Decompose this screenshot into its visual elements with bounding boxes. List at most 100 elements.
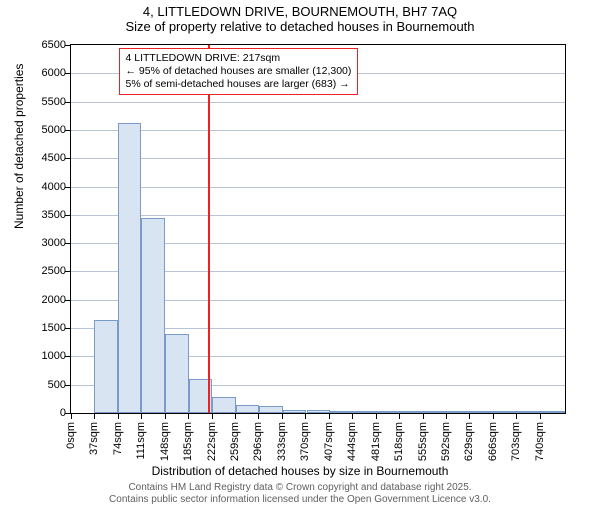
gridline [71,215,565,216]
y-tick-label: 6500 [6,39,66,51]
x-tick-label: 481sqm [370,422,382,461]
histogram-bar [330,411,353,413]
x-tick-mark [282,414,283,419]
annotation-line-3: 5% of semi-detached houses are larger (6… [126,78,352,91]
y-tick-mark [65,271,70,272]
x-tick-label: 333sqm [276,422,288,461]
x-tick-label: 518sqm [393,422,405,461]
annotation-box: 4 LITTLEDOWN DRIVE: 217sqm ← 95% of deta… [119,48,359,95]
x-tick-mark [118,414,119,419]
credits: Contains HM Land Registry data © Crown c… [0,482,600,505]
y-tick-label: 2500 [6,265,66,277]
y-tick-mark [65,300,70,301]
x-tick-label: 296sqm [252,422,264,461]
chart-root: 4, LITTLEDOWN DRIVE, BOURNEMOUTH, BH7 7A… [0,0,600,500]
x-tick-mark [446,414,447,419]
x-tick-label: 185sqm [182,422,194,461]
y-tick-label: 4500 [6,152,66,164]
histogram-bar [542,411,565,413]
x-tick-mark [258,414,259,419]
gridline [71,187,565,188]
title-line-1: 4, LITTLEDOWN DRIVE, BOURNEMOUTH, BH7 7A… [0,4,600,19]
x-tick-mark [235,414,236,419]
histogram-bar [447,411,470,413]
chart-title: 4, LITTLEDOWN DRIVE, BOURNEMOUTH, BH7 7A… [0,4,600,34]
x-tick-mark [469,414,470,419]
y-tick-mark [65,215,70,216]
x-tick-label: 74sqm [112,422,124,455]
histogram-bar [424,411,447,413]
histogram-bar [118,123,141,413]
credits-line-2: Contains public sector information licen… [0,494,600,505]
x-tick-label: 629sqm [463,422,475,461]
x-tick-label: 555sqm [417,422,429,461]
x-tick-label: 148sqm [159,422,171,461]
y-tick-mark [65,130,70,131]
y-tick-mark [65,102,70,103]
y-tick-label: 4000 [6,181,66,193]
y-tick-label: 3500 [6,209,66,221]
x-tick-mark [305,414,306,419]
y-tick-label: 1500 [6,322,66,334]
x-tick-label: 666sqm [487,422,499,461]
x-tick-label: 703sqm [510,422,522,461]
title-line-2: Size of property relative to detached ho… [0,19,600,34]
x-tick-mark [493,414,494,419]
y-tick-label: 6000 [6,67,66,79]
x-tick-label: 0sqm [65,422,77,449]
plot-area: 4 LITTLEDOWN DRIVE: 217sqm ← 95% of deta… [70,44,566,414]
x-axis-label: Distribution of detached houses by size … [0,464,600,478]
x-tick-label: 740sqm [534,422,546,461]
gridline [71,102,565,103]
x-tick-label: 592sqm [440,422,452,461]
histogram-bar [283,410,306,413]
x-tick-mark [540,414,541,419]
histogram-bar [518,411,541,413]
histogram-bar [495,411,518,413]
x-tick-mark [188,414,189,419]
x-tick-label: 259sqm [229,422,241,461]
histogram-bar [259,406,282,413]
annotation-line-1: 4 LITTLEDOWN DRIVE: 217sqm [126,52,352,65]
gridline [71,130,565,131]
x-tick-mark [329,414,330,419]
x-tick-mark [516,414,517,419]
x-tick-mark [141,414,142,419]
y-tick-mark [65,45,70,46]
x-tick-mark [165,414,166,419]
x-tick-mark [352,414,353,419]
x-tick-mark [376,414,377,419]
x-tick-label: 37sqm [88,422,100,455]
annotation-line-2: ← 95% of detached houses are smaller (12… [126,65,352,78]
y-tick-mark [65,243,70,244]
y-tick-mark [65,328,70,329]
credits-line-1: Contains HM Land Registry data © Crown c… [0,482,600,494]
x-tick-mark [423,414,424,419]
y-tick-label: 0 [6,407,66,419]
y-tick-label: 5000 [6,124,66,136]
histogram-bar [353,411,376,413]
x-tick-mark [212,414,213,419]
y-tick-label: 1000 [6,350,66,362]
y-tick-mark [65,385,70,386]
y-tick-mark [65,73,70,74]
y-tick-mark [65,413,70,414]
y-tick-label: 500 [6,379,66,391]
gridline [71,158,565,159]
y-tick-mark [65,158,70,159]
y-tick-label: 5500 [6,96,66,108]
x-tick-label: 407sqm [323,422,335,461]
x-tick-label: 111sqm [135,422,147,460]
histogram-bar [236,405,259,413]
marker-line [208,45,210,413]
y-tick-mark [65,187,70,188]
x-tick-mark [71,414,72,419]
x-tick-label: 370sqm [299,422,311,461]
histogram-bar [400,411,423,413]
histogram-bar [471,411,494,413]
x-tick-label: 222sqm [206,422,218,461]
histogram-bar [94,320,117,413]
histogram-bar [377,411,400,413]
y-tick-label: 3000 [6,237,66,249]
y-tick-label: 2000 [6,294,66,306]
